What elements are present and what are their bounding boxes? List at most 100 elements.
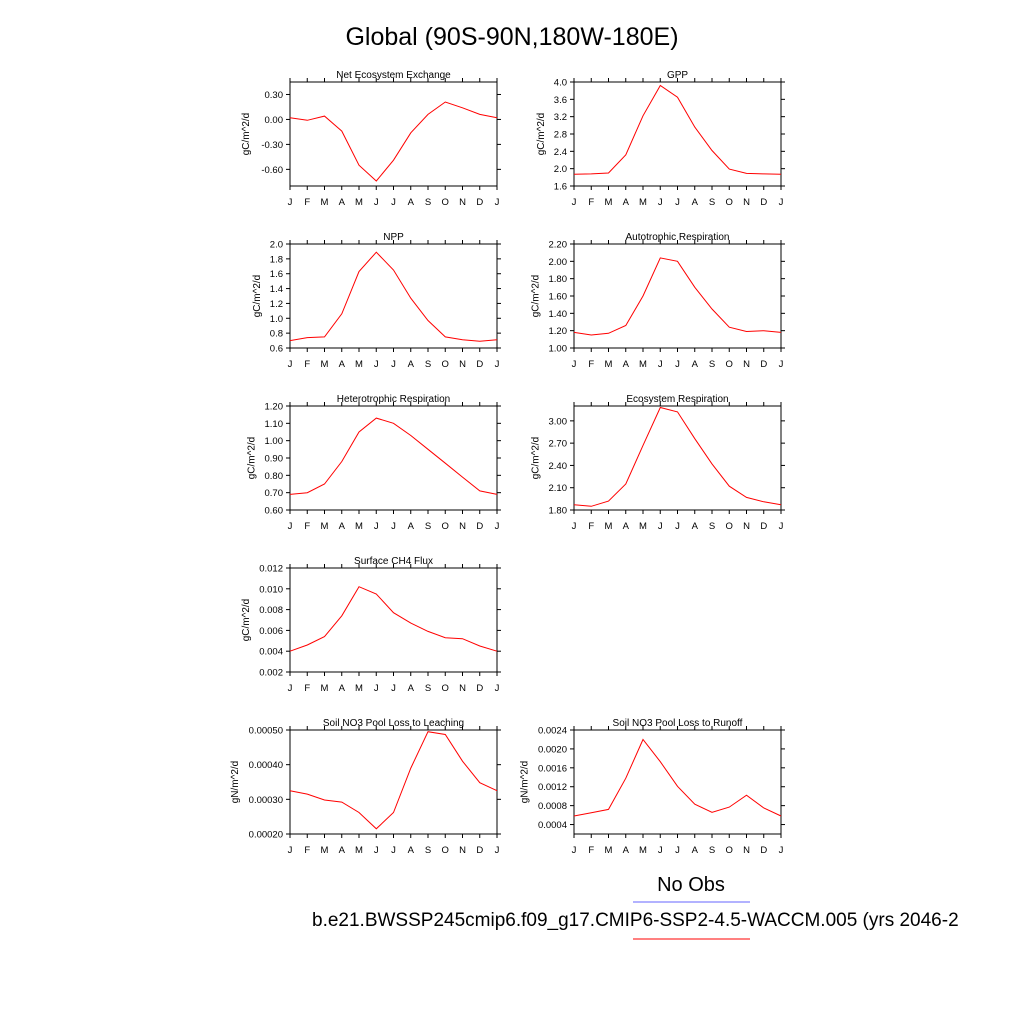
- y-axis-label: gC/m^2/d: [252, 275, 263, 318]
- x-tick-label: M: [321, 521, 329, 532]
- x-tick-label: J: [779, 521, 784, 532]
- y-tick-label: 1.20: [549, 326, 568, 337]
- x-tick-label: J: [374, 359, 379, 370]
- y-axis-label: gC/m^2/d: [530, 275, 541, 318]
- x-tick-label: J: [495, 521, 500, 532]
- y-tick-label: 0.00050: [249, 726, 283, 737]
- x-tick-label: A: [623, 197, 630, 208]
- y-tick-label: 2.8: [554, 130, 567, 141]
- y-tick-label: 2.20: [549, 240, 568, 251]
- x-tick-label: J: [374, 197, 379, 208]
- y-axis-label: gC/m^2/d: [241, 599, 252, 642]
- y-tick-label: 2.00: [549, 257, 568, 268]
- x-tick-label: A: [339, 197, 346, 208]
- x-tick-label: F: [304, 683, 310, 694]
- x-tick-label: M: [321, 845, 329, 856]
- x-tick-label: D: [476, 845, 483, 856]
- panel-title: Net Ecosystem Exchange: [336, 70, 451, 81]
- panel-title: Soil NO3 Pool Loss to Leaching: [323, 718, 464, 729]
- y-axis-label: gN/m^2/d: [520, 761, 531, 804]
- x-tick-label: J: [572, 521, 577, 532]
- y-tick-label: 2.0: [270, 240, 283, 251]
- x-tick-label: N: [743, 845, 750, 856]
- y-axis-label: gN/m^2/d: [230, 761, 241, 804]
- x-tick-label: M: [355, 521, 363, 532]
- y-tick-label: 1.80: [549, 274, 568, 285]
- y-tick-label: 1.60: [549, 292, 568, 303]
- y-tick-label: 0.008: [259, 605, 283, 616]
- y-axis-label: gC/m^2/d: [241, 113, 252, 156]
- x-tick-label: A: [339, 521, 346, 532]
- x-tick-label: F: [588, 845, 594, 856]
- x-tick-label: O: [726, 197, 733, 208]
- y-tick-label: 1.4: [270, 284, 283, 295]
- x-tick-label: O: [442, 845, 449, 856]
- x-tick-label: S: [425, 845, 431, 856]
- panel-title: Surface CH4 Flux: [354, 556, 433, 567]
- x-tick-label: J: [374, 683, 379, 694]
- x-tick-label: M: [639, 845, 647, 856]
- x-tick-label: N: [743, 197, 750, 208]
- x-tick-label: F: [588, 359, 594, 370]
- y-tick-label: 4.0: [554, 78, 567, 89]
- x-tick-label: F: [588, 197, 594, 208]
- x-tick-label: D: [760, 359, 767, 370]
- x-tick-label: J: [495, 845, 500, 856]
- y-tick-label: 0.70: [265, 488, 284, 499]
- y-tick-label: 0.00020: [249, 830, 283, 841]
- x-tick-label: J: [391, 683, 396, 694]
- series-line: [573, 406, 782, 507]
- series-line: [289, 586, 498, 652]
- y-tick-label: 0.90: [265, 454, 284, 465]
- x-tick-label: M: [355, 845, 363, 856]
- y-tick-label: 1.00: [265, 436, 284, 447]
- x-tick-label: A: [692, 845, 699, 856]
- panel-title: GPP: [667, 70, 688, 81]
- x-tick-label: M: [321, 683, 329, 694]
- x-tick-label: A: [408, 197, 415, 208]
- y-tick-label: 1.10: [265, 419, 284, 430]
- panel-title: NPP: [383, 232, 404, 243]
- x-tick-label: M: [355, 359, 363, 370]
- y-tick-label: 1.00: [549, 344, 568, 355]
- y-axis-label: gC/m^2/d: [530, 437, 541, 480]
- x-tick-label: J: [779, 845, 784, 856]
- x-tick-label: O: [442, 521, 449, 532]
- y-axis-label: gC/m^2/d: [536, 113, 547, 156]
- y-axis-label: gC/m^2/d: [246, 437, 257, 480]
- x-tick-label: O: [726, 359, 733, 370]
- x-tick-label: A: [408, 521, 415, 532]
- x-tick-label: S: [425, 521, 431, 532]
- y-tick-label: 0.002: [259, 668, 283, 679]
- x-tick-label: J: [779, 197, 784, 208]
- y-tick-label: 0.0012: [538, 782, 567, 793]
- y-tick-label: 1.8: [270, 254, 283, 265]
- series-line: [289, 101, 498, 182]
- x-tick-label: S: [425, 359, 431, 370]
- y-tick-label: 0.00: [265, 115, 284, 126]
- series-line: [289, 417, 498, 495]
- x-tick-label: J: [288, 359, 293, 370]
- x-tick-label: A: [339, 683, 346, 694]
- x-tick-label: N: [459, 521, 466, 532]
- y-tick-label: 0.0004: [538, 820, 567, 831]
- x-tick-label: J: [658, 359, 663, 370]
- y-tick-label: 3.00: [549, 416, 568, 427]
- x-tick-label: O: [442, 197, 449, 208]
- x-tick-label: M: [321, 359, 329, 370]
- y-tick-label: 0.0008: [538, 801, 567, 812]
- panel-title: Heterotrophic Respiration: [337, 394, 450, 405]
- x-tick-label: D: [760, 845, 767, 856]
- x-tick-label: N: [459, 359, 466, 370]
- y-tick-label: 1.40: [549, 309, 568, 320]
- y-tick-label: 0.00040: [249, 760, 283, 771]
- y-tick-label: -0.30: [261, 140, 283, 151]
- x-tick-label: D: [476, 359, 483, 370]
- x-tick-label: J: [495, 197, 500, 208]
